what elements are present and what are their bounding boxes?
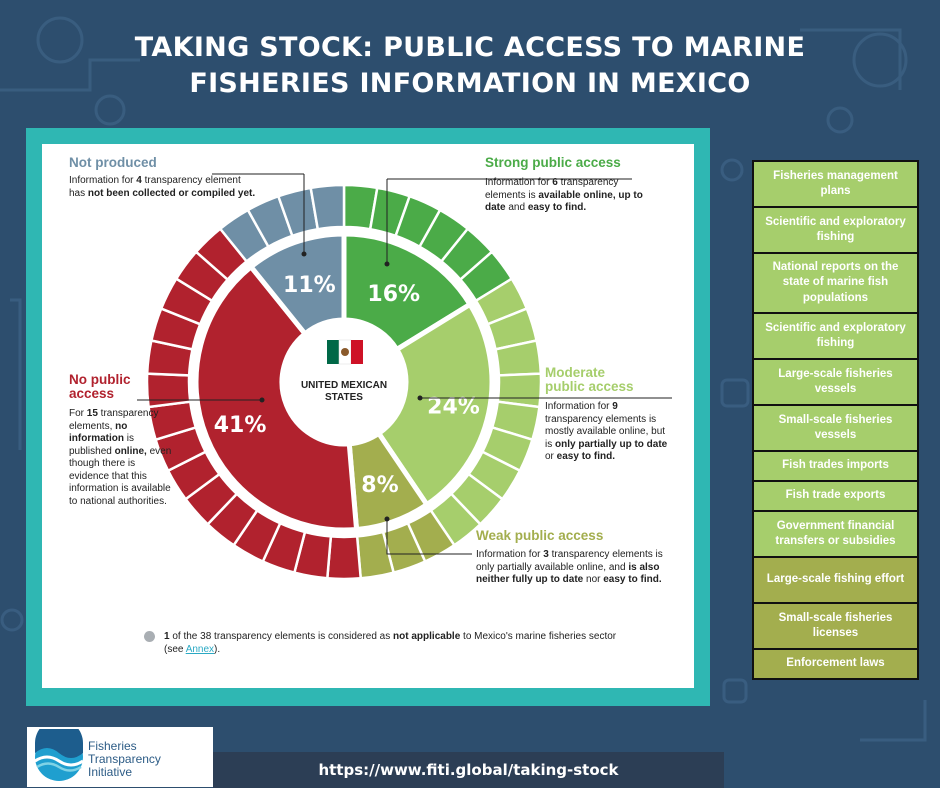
moderate-access-heading: Moderate public access (545, 365, 634, 394)
moderate-percent-label: 24% (427, 395, 480, 420)
mexico-flag-icon (341, 348, 349, 356)
strong-percent-label: 16% (367, 282, 420, 307)
leader-dot (259, 397, 265, 403)
title-line-2: FISHERIES INFORMATION IN MEXICO (189, 68, 751, 99)
leader-line (386, 519, 472, 555)
title-line-1: TAKING STOCK: PUBLIC ACCESS TO MARINE (134, 32, 806, 63)
not-produced-heading: Not produced (69, 155, 157, 170)
sidebar-item: Large-scale fisheries vessels (754, 360, 917, 404)
no-access-element-segment (325, 535, 363, 581)
no-access-percent-label: 41% (214, 413, 267, 438)
leader-dot (417, 395, 423, 401)
mexico-flag-icon (351, 340, 363, 364)
elements-sidebar: Fisheries management plans Scientific and… (752, 160, 919, 680)
center-circle (282, 320, 406, 444)
no-access-description: For 15 transparency elements, no informa… (69, 408, 172, 507)
fiti-logo: Fisheries Transparency Initiative (27, 727, 213, 787)
annex-link[interactable]: Annex (185, 644, 215, 655)
sidebar-item: Fish trade exports (754, 482, 917, 510)
mexico-flag-icon (327, 340, 339, 364)
chart-card: UNITED MEXICAN STATES 16% 24% 8% 41% 11% Not p… (42, 144, 694, 688)
logo-text: Fisheries Transparency Initiative (88, 739, 161, 779)
weak-access-description: Information for 3 transparency elements … (476, 549, 663, 585)
moderate-access-description: Information for 9 transparency elements … (545, 401, 668, 462)
url-banner[interactable]: https://www.fiti.global/taking-stock (213, 752, 724, 788)
sidebar-item: Small-scale fisheries licenses (754, 604, 917, 648)
no-access-element-segment (145, 372, 192, 409)
not-produced-percent-label: 11% (283, 273, 336, 298)
sidebar-item: Government financial transfers or subsid… (754, 512, 917, 556)
sidebar-item: Scientific and exploratory fishing (754, 208, 917, 252)
sidebar-item: Large-scale fishing effort (754, 558, 917, 602)
weak-percent-label: 8% (361, 473, 398, 498)
leader-dot (301, 251, 307, 257)
sidebar-item: Small-scale fisheries vessels (754, 406, 917, 450)
no-access-heading: No public access (69, 372, 131, 401)
sidebar-item: Scientific and exploratory fishing (754, 314, 917, 358)
page-title: TAKING STOCK: PUBLIC ACCESS TO MARINE FI… (0, 30, 940, 102)
not-produced-element-segment (309, 183, 346, 231)
sidebar-item: Fisheries management plans (754, 162, 917, 206)
footnote: 1 of the 38 transparency elements is con… (164, 631, 617, 655)
sidebar-item: Fish trades imports (754, 452, 917, 480)
leader-dot (384, 261, 390, 267)
strong-access-description: Information for 6 transparency elements … (485, 177, 643, 213)
not-applicable-dot-icon (144, 631, 155, 642)
sidebar-item: National reports on the state of marine … (754, 254, 917, 312)
strong-access-heading: Strong public access (485, 155, 621, 170)
weak-access-heading: Weak public access (476, 528, 604, 543)
center-label: UNITED MEXICAN (301, 380, 387, 391)
not-produced-description: Information for 4 transparency element h… (69, 175, 256, 199)
fiti-logo-icon (34, 729, 84, 781)
sidebar-item: Enforcement laws (754, 650, 917, 678)
center-label: STATES (325, 392, 363, 403)
leader-dot (384, 516, 390, 522)
